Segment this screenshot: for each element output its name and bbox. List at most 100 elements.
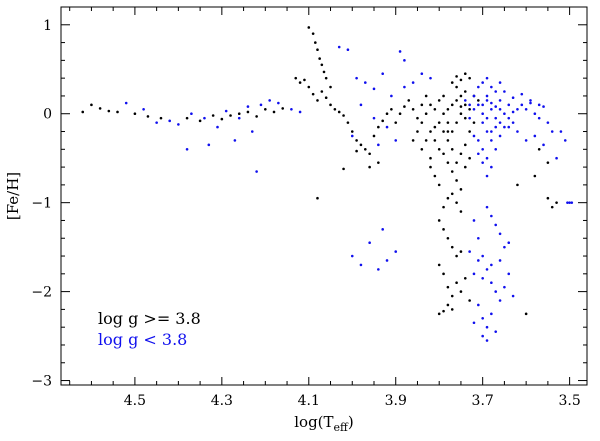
data-point xyxy=(459,94,463,98)
data-point xyxy=(468,116,471,120)
data-point xyxy=(463,72,467,76)
data-point xyxy=(364,81,367,84)
data-point xyxy=(442,94,445,98)
data-point xyxy=(485,94,489,98)
data-point xyxy=(494,125,498,129)
data-point xyxy=(311,92,315,96)
data-point xyxy=(498,99,502,102)
data-point xyxy=(490,130,493,133)
data-point xyxy=(442,152,445,156)
data-point xyxy=(346,121,350,124)
data-point xyxy=(485,339,489,342)
data-point xyxy=(372,116,376,120)
data-point xyxy=(550,130,554,133)
data-point xyxy=(511,96,515,100)
x-tick-label: 4.1 xyxy=(298,393,320,409)
data-point xyxy=(416,130,419,133)
data-point xyxy=(450,130,454,133)
data-point xyxy=(463,165,467,169)
data-point xyxy=(507,125,511,129)
data-point xyxy=(450,148,454,151)
data-point xyxy=(416,116,419,120)
data-point xyxy=(485,99,489,102)
data-point xyxy=(433,139,437,142)
data-point xyxy=(450,170,454,173)
data-point xyxy=(450,308,454,311)
data-point xyxy=(459,188,463,191)
data-point xyxy=(494,116,498,120)
data-point xyxy=(472,107,476,111)
data-point xyxy=(481,112,484,116)
data-point xyxy=(481,254,484,258)
data-point xyxy=(411,139,415,142)
data-point xyxy=(320,63,324,67)
data-point xyxy=(442,228,445,231)
data-point xyxy=(381,72,384,76)
data-point xyxy=(524,139,528,142)
data-point xyxy=(437,99,441,102)
data-point xyxy=(450,81,454,84)
data-point xyxy=(277,101,280,105)
data-point xyxy=(420,121,424,124)
data-point xyxy=(481,103,484,107)
data-point xyxy=(468,107,471,111)
data-point xyxy=(568,201,571,204)
data-point xyxy=(490,107,493,111)
data-point xyxy=(398,50,402,53)
data-point xyxy=(303,78,306,82)
data-point xyxy=(446,107,450,111)
legend-label-log-g-lt-3-8: log g < 3.8 xyxy=(98,330,187,349)
data-point xyxy=(485,174,489,178)
data-point xyxy=(490,139,493,142)
data-point xyxy=(477,236,480,240)
data-point xyxy=(477,152,480,156)
data-point xyxy=(314,41,317,44)
data-point xyxy=(203,116,206,120)
data-point xyxy=(216,125,219,129)
data-point xyxy=(494,105,498,108)
data-point xyxy=(481,276,484,280)
data-point xyxy=(485,76,489,80)
data-point xyxy=(437,263,441,267)
legend-label-log-g-ge-3-8: log g >= 3.8 xyxy=(98,309,201,328)
data-point xyxy=(424,94,428,98)
data-point xyxy=(98,107,102,110)
data-point xyxy=(116,110,119,114)
data-point xyxy=(364,148,367,151)
data-point xyxy=(442,112,445,116)
data-point xyxy=(394,121,398,124)
data-point xyxy=(207,143,211,147)
data-point xyxy=(372,134,376,138)
data-point xyxy=(468,156,471,160)
data-point xyxy=(342,114,345,117)
data-point xyxy=(459,210,463,213)
data-point xyxy=(237,112,241,116)
data-point xyxy=(468,76,471,80)
data-point xyxy=(459,105,463,108)
data-point xyxy=(359,143,363,147)
data-point xyxy=(268,99,271,102)
plot-frame xyxy=(60,6,588,386)
data-point xyxy=(198,119,202,123)
data-point xyxy=(520,103,524,107)
y-tick-label: −1 xyxy=(31,196,52,212)
data-point xyxy=(159,116,163,120)
data-point xyxy=(377,125,380,129)
data-point xyxy=(533,134,537,138)
data-point xyxy=(481,148,484,151)
data-point xyxy=(429,76,432,80)
data-point xyxy=(190,112,193,116)
data-point xyxy=(524,107,528,111)
data-point xyxy=(455,201,458,204)
data-point xyxy=(368,152,371,156)
data-point xyxy=(424,112,428,116)
data-point xyxy=(503,112,506,116)
data-point xyxy=(433,174,437,178)
x-tick-label: 4.3 xyxy=(211,393,233,409)
data-point xyxy=(446,285,450,289)
data-point xyxy=(511,294,515,298)
data-point xyxy=(490,85,493,89)
data-point xyxy=(350,254,354,258)
data-point xyxy=(477,139,480,142)
data-point xyxy=(437,312,441,316)
